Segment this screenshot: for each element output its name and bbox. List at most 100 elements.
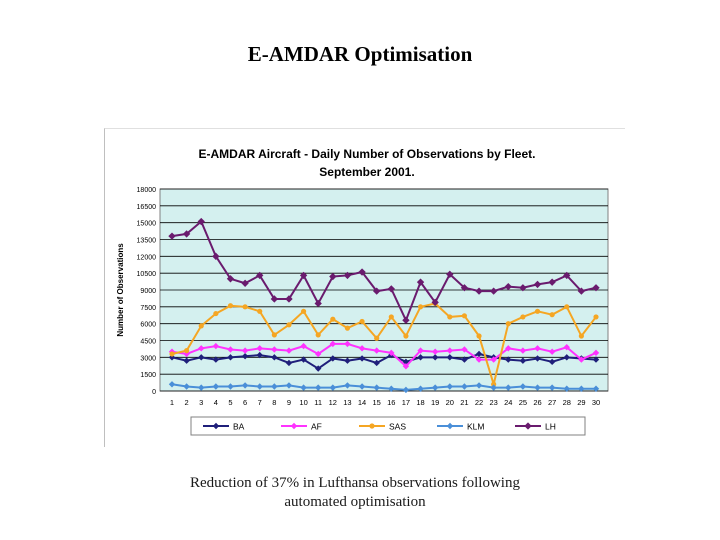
chart-title-line-2: September 2001.: [319, 165, 414, 179]
data-point-ba: [344, 357, 351, 364]
data-point-af: [592, 349, 600, 357]
data-point-ba: [212, 356, 220, 363]
y-tick-label: 3000: [140, 355, 156, 362]
data-point-klm: [315, 384, 322, 391]
data-point-sas: [286, 322, 292, 328]
data-point-sas: [417, 304, 424, 310]
data-point-ba: [227, 354, 234, 361]
data-point-sas: [257, 308, 263, 314]
data-point-sas: [549, 312, 555, 318]
data-point-sas: [198, 323, 204, 329]
data-point-sas: [184, 348, 190, 354]
y-tick-label: 16500: [137, 204, 157, 211]
data-point-sas: [227, 303, 234, 309]
y-tick-label: 18000: [137, 187, 157, 194]
x-tick-label: 24: [504, 398, 512, 407]
data-point-sas: [403, 333, 409, 339]
x-tick-label: 5: [228, 398, 232, 407]
data-point-klm: [475, 382, 483, 389]
y-tick-label: 13500: [137, 238, 157, 245]
data-point-klm: [490, 384, 497, 391]
slide-title: E-AMDAR Optimisation: [247, 42, 473, 66]
series-sas: [169, 300, 599, 389]
data-point-ba: [256, 351, 263, 359]
data-point-af: [388, 349, 395, 357]
data-point-klm: [373, 384, 380, 391]
slide-caption: Reduction of 37% in Lufthansa observatio…: [140, 474, 570, 512]
data-point-ba: [241, 353, 249, 360]
data-point-ba: [417, 354, 424, 361]
data-point-klm: [446, 383, 453, 390]
x-tick-label: 20: [446, 398, 454, 407]
data-point-sas: [315, 332, 321, 338]
data-point-ba: [285, 359, 293, 367]
data-point-af: [198, 345, 205, 352]
x-tick-label: 23: [489, 398, 497, 407]
x-tick-label: 13: [343, 398, 351, 407]
legend-label-ba: BA: [233, 422, 245, 432]
data-point-klm: [461, 383, 468, 390]
data-point-sas: [344, 325, 351, 331]
data-point-lh: [358, 268, 366, 276]
x-tick-label: 3: [199, 398, 203, 407]
data-point-klm: [198, 384, 205, 391]
y-tick-label: 6000: [140, 322, 156, 329]
x-tick-label: 6: [243, 398, 247, 407]
x-tick-label: 4: [214, 398, 218, 407]
x-tick-label: 18: [416, 398, 424, 407]
y-tick-label: 9000: [140, 288, 156, 295]
data-point-ba: [505, 356, 512, 363]
data-point-lh: [431, 298, 439, 307]
x-tick-label: 1: [170, 398, 174, 407]
data-point-sas: [169, 351, 175, 357]
data-point-lh: [533, 280, 542, 289]
data-point-af: [256, 345, 263, 352]
data-point-sas: [213, 310, 219, 317]
data-point-sas: [534, 308, 541, 314]
x-tick-label: 22: [475, 398, 483, 407]
x-tick-label: 17: [402, 398, 410, 407]
data-point-af: [461, 346, 468, 353]
data-point-af: [358, 345, 366, 352]
data-point-sas: [578, 333, 584, 339]
data-point-sas: [388, 314, 394, 320]
data-point-af: [563, 344, 570, 351]
y-tick-label: 15000: [137, 221, 157, 228]
data-point-lh: [256, 271, 264, 280]
data-point-klm: [285, 382, 293, 389]
data-point-ba: [461, 356, 468, 363]
chart-frame: E-AMDAR Aircraft - Daily Number of Obser…: [104, 128, 625, 447]
data-point-af: [534, 345, 541, 352]
chart-title-line-1: E-AMDAR Aircraft - Daily Number of Obser…: [199, 147, 536, 161]
data-point-sas: [359, 318, 365, 325]
legend: BA AF SAS KLM LH: [203, 422, 556, 432]
data-point-lh: [226, 275, 235, 283]
data-point-lh: [299, 271, 308, 280]
x-tick-label: 12: [329, 398, 337, 407]
x-tick-label: 16: [387, 398, 395, 407]
data-point-ba: [431, 354, 439, 361]
x-tick-label: 26: [533, 398, 541, 407]
data-point-ba: [475, 350, 483, 358]
data-point-klm: [256, 383, 263, 390]
legend-label-lh: LH: [545, 422, 556, 432]
legend-label-af: AF: [311, 422, 322, 432]
data-point-sas: [300, 308, 307, 314]
y-tick-label: 1500: [140, 372, 156, 379]
x-tick-label: 27: [548, 398, 556, 407]
line-chart: E-AMDAR Aircraft - Daily Number of Obser…: [116, 147, 609, 436]
data-point-lh: [373, 287, 381, 295]
data-point-sas: [461, 313, 468, 319]
y-tick-label: 10500: [137, 271, 157, 278]
caption-line-1: Reduction of 37% in Lufthansa observatio…: [190, 475, 520, 491]
data-point-klm: [183, 383, 190, 390]
data-point-af: [431, 348, 439, 355]
data-point-lh: [489, 287, 498, 295]
data-point-klm: [271, 383, 278, 390]
x-tick-label: 19: [431, 398, 439, 407]
data-point-af: [241, 347, 249, 354]
data-point-sas: [491, 381, 497, 387]
data-point-af: [417, 347, 424, 354]
data-point-klm: [431, 384, 439, 391]
data-point-ba: [373, 359, 380, 367]
